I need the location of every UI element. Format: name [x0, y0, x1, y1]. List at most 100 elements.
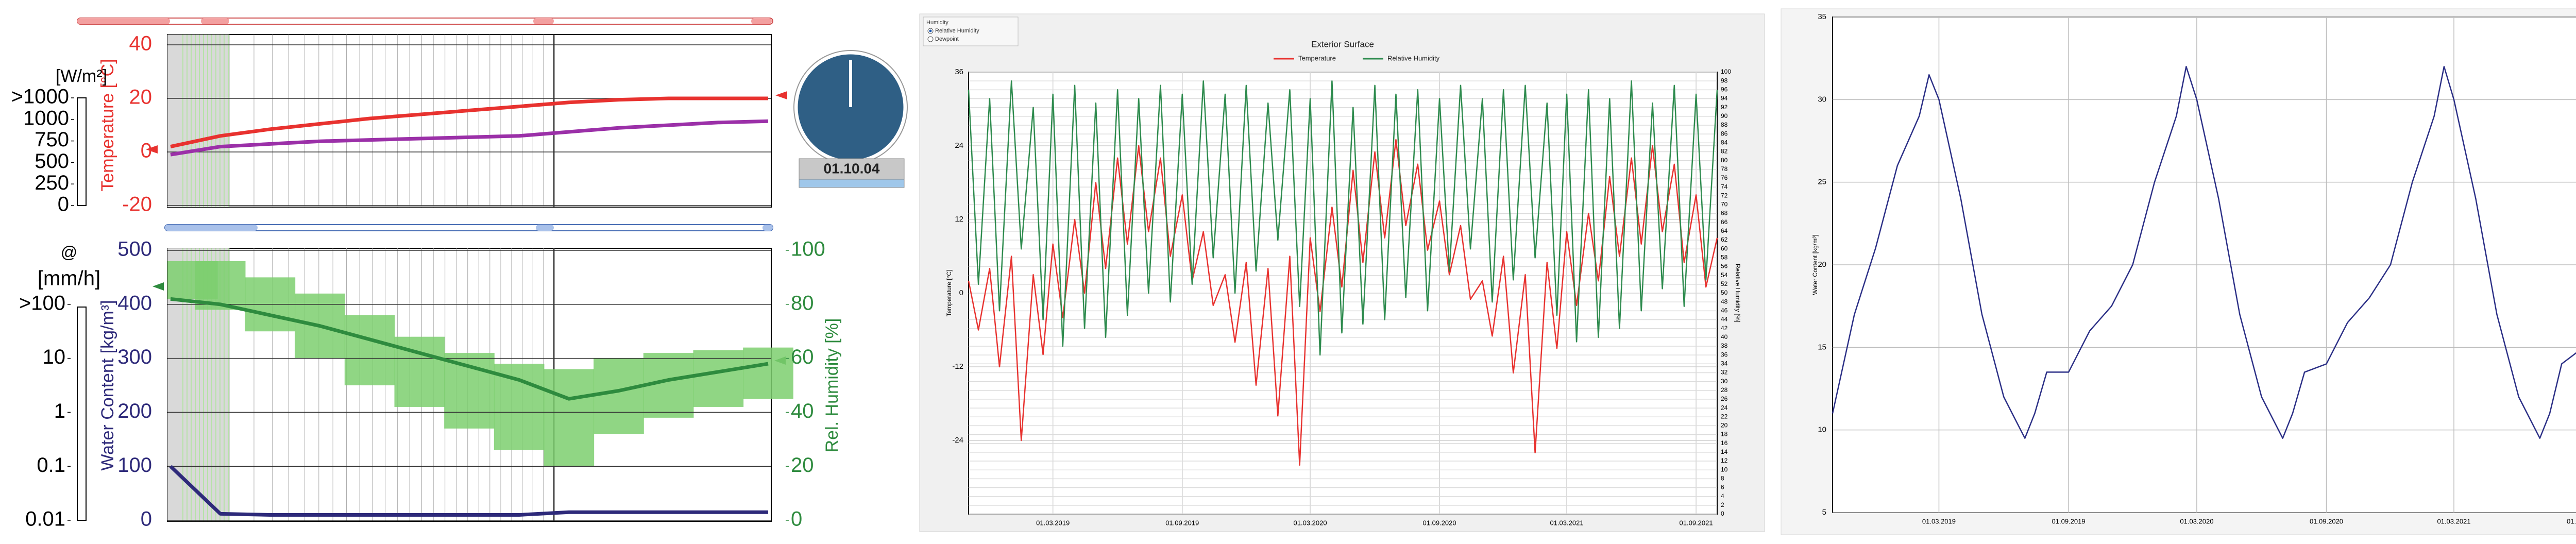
y2-tick-label: 8	[1721, 475, 1724, 482]
range-band	[594, 358, 644, 434]
y-tick-label: 36	[955, 67, 963, 76]
y-tick-label: 35	[1818, 12, 1826, 21]
chart-title: Exterior Surface	[1311, 39, 1374, 49]
y2-tick-label: 42	[1721, 325, 1728, 332]
y2-tick-label: 78	[1721, 165, 1728, 173]
marker	[152, 282, 164, 291]
y-tick-label: 0	[141, 140, 152, 162]
x-tick-label: 01.03.2019	[1922, 517, 1956, 525]
scale-bar	[77, 97, 87, 206]
y2-tick-label: 66	[1721, 218, 1728, 226]
y-tick-label: 40	[129, 32, 152, 55]
y2-tick-label: 34	[1721, 360, 1728, 367]
x-tick-label: 01.03.2021	[1550, 519, 1583, 526]
selector-title: Humidity	[926, 20, 948, 26]
y-tick-label: 25	[1818, 178, 1826, 186]
y-tick-label: 24	[955, 141, 963, 150]
humidity-selector	[923, 16, 1019, 46]
y2-tick-label: 56	[1721, 263, 1728, 270]
y2-tick-label: 62	[1721, 236, 1728, 243]
y3-axis-label: [mm/h]	[38, 267, 100, 290]
y-tick-label: -12	[952, 362, 963, 371]
plot-area	[167, 34, 772, 208]
timeline-segment	[201, 18, 229, 24]
y2-tick-label: 32	[1721, 369, 1728, 376]
y2-tick-label: 84	[1721, 139, 1728, 146]
y-axis-label: Water Content [kg/m³]	[98, 300, 117, 470]
y2-tick-label: 20	[791, 454, 814, 477]
timeline-segment	[77, 18, 170, 24]
y2-tick-label: 24	[1721, 404, 1728, 411]
y-tick-label: 20	[1818, 260, 1826, 269]
marker	[146, 145, 158, 154]
y2-tick-label: 38	[1721, 342, 1728, 349]
series-line	[170, 119, 769, 157]
legend-label: Temperature	[1298, 54, 1336, 62]
radio-label[interactable]: Relative Humidity	[935, 28, 979, 34]
y2-tick-label: 64	[1721, 227, 1728, 234]
y2-tick-label: 30	[1721, 378, 1728, 385]
y3-tick-label: 0.01	[25, 508, 65, 531]
x-tick-label: 01.09.2021	[2567, 517, 2576, 525]
y2-tick-label: 250	[35, 172, 69, 194]
y2-tick-label: 36	[1721, 351, 1728, 358]
y2-tick-label: 26	[1721, 395, 1728, 402]
y2-tick-label: 4	[1721, 492, 1724, 500]
y2-tick-label: 500	[35, 150, 69, 173]
timeline-segment	[762, 225, 773, 231]
y2-tick-label: 94	[1721, 95, 1728, 102]
x-tick-label: 01.03.2019	[1036, 519, 1070, 526]
y2-tick-label: 50	[1721, 289, 1728, 296]
y-tick-label: -24	[952, 436, 963, 445]
y3-tick-label: >100	[19, 292, 65, 314]
y2-tick-label: 92	[1721, 104, 1728, 111]
y-axis-label: Temperature [°C]	[945, 270, 953, 317]
y-tick-label: -20	[122, 193, 152, 216]
date-strip	[799, 179, 905, 188]
y2-axis-label: [W/m²]	[56, 66, 107, 86]
y-axis-label: Temperature [°C]	[98, 59, 117, 191]
y2-tick-label: 0	[1721, 510, 1724, 517]
y2-tick-label: 2	[1721, 501, 1724, 508]
y2-tick-label: 22	[1721, 413, 1728, 420]
y2-tick-label: 60	[791, 346, 814, 368]
y-tick-label: 10	[1818, 426, 1826, 434]
series-line	[169, 465, 768, 517]
range-band	[444, 353, 495, 429]
y2-tick-label: 46	[1721, 307, 1728, 314]
y2-tick-label: 40	[791, 400, 814, 422]
y-tick-label: 30	[1818, 95, 1826, 104]
y-tick-label: 0	[141, 508, 152, 531]
y-tick-label: 5	[1822, 508, 1826, 517]
scale-bar	[77, 307, 87, 521]
initial-phase	[167, 35, 229, 207]
timeline-strip[interactable]	[77, 18, 773, 25]
y2-tick-label: 70	[1721, 201, 1728, 208]
series-line	[170, 96, 768, 149]
x-tick-label: 01.03.2020	[1294, 519, 1327, 526]
y2-tick-label: 0	[58, 193, 69, 216]
range-band	[344, 315, 395, 385]
y2-tick-label: 48	[1721, 298, 1728, 305]
y-tick-label: 200	[117, 400, 152, 422]
y3-tick-label: 1	[54, 400, 65, 422]
x-tick-label: 01.09.2019	[2052, 517, 2086, 525]
series-line	[170, 297, 769, 401]
y2-tick-label: 80	[1721, 157, 1728, 164]
y2-tick-label: >1000	[11, 86, 69, 108]
legend-label: Relative Humidity	[1387, 54, 1440, 62]
radio-label[interactable]: Dewpoint	[935, 36, 959, 42]
radio-selected	[929, 29, 932, 32]
y2-tick-label: 44	[1721, 316, 1728, 323]
y2-tick-label: 6	[1721, 484, 1724, 491]
x-tick-label: 01.09.2020	[1423, 519, 1456, 526]
y2-tick-label: 100	[1721, 68, 1731, 75]
y2-tick-label: 80	[791, 292, 814, 314]
x-tick-label: 01.09.2020	[2310, 517, 2343, 525]
y2-tick-label: 12	[1721, 457, 1728, 464]
y2-tick-label: 16	[1721, 439, 1728, 447]
y2-tick-label: 52	[1721, 280, 1728, 287]
y2-tick-label: 60	[1721, 245, 1728, 252]
radio[interactable]	[927, 36, 934, 42]
